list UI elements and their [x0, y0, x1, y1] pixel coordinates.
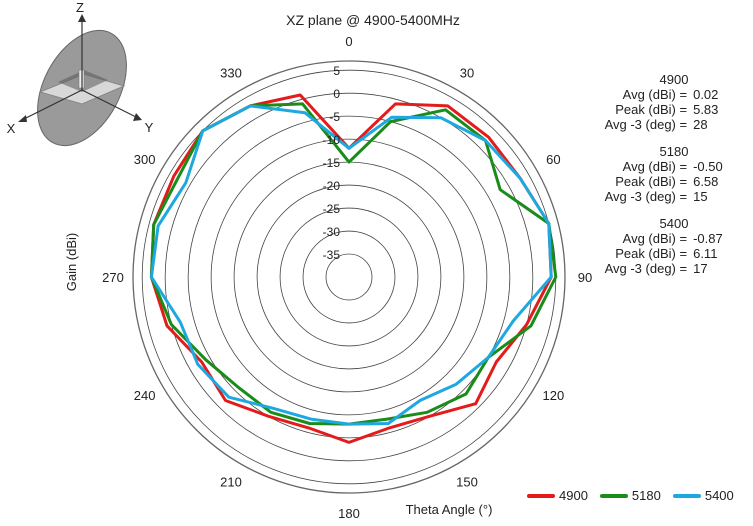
legend-swatch: [527, 493, 555, 498]
stats-avg-value: -0.50: [693, 159, 723, 174]
angle-tick-label: 300: [134, 152, 156, 167]
stats-row-bw: Avg -3 (deg) = 28: [590, 117, 730, 132]
series-line-5400: [149, 104, 553, 426]
stats-bw-value: 17: [693, 261, 708, 276]
x-axis-label: Theta Angle (°): [406, 502, 493, 517]
angle-tick-labels: 0 30 60 90 120 150 180 210 240 270 300 330: [102, 34, 592, 521]
grid-ring: [164, 92, 534, 462]
grid-ring: [256, 184, 442, 370]
radial-tick-label: -20: [323, 179, 341, 193]
stats-row-avg: Avg (dBi) = 0.02: [590, 87, 730, 102]
stats-peak-label: Peak (dBi) =: [615, 174, 688, 189]
stats-avg-label: Avg (dBi) =: [622, 159, 688, 174]
radial-tick-label: -25: [323, 202, 341, 216]
grid-outer-ring: [132, 60, 566, 494]
chart-title: XZ plane @ 4900-5400MHz: [286, 12, 460, 28]
stats-row-bw: Avg -3 (deg) = 17: [590, 261, 730, 276]
legend-swatch: [672, 493, 701, 498]
grid-ring: [141, 69, 557, 485]
polar-grid: [132, 60, 566, 494]
stats-peak-label: Peak (dBi) =: [615, 246, 688, 261]
angle-tick-label: 90: [578, 270, 592, 285]
angle-tick-label: 120: [543, 388, 565, 403]
stats-group-5180: 5180 Avg (dBi) = -0.50 Peak (dBi) = 6.58 A…: [590, 144, 730, 204]
stats-avg-value: -0.87: [693, 231, 723, 246]
legend-item-5400: 5400: [672, 488, 734, 503]
radial-tick-label: -10: [323, 133, 341, 147]
angle-tick-label: 60: [546, 152, 560, 167]
legend-label: 4900: [559, 488, 588, 503]
legend-item-5180: 5180: [599, 488, 661, 503]
stats-peak-label: Peak (dBi) =: [615, 102, 688, 117]
axis-x-label: X: [7, 121, 16, 136]
radial-tick-label: 5: [333, 64, 340, 78]
grid-ring: [279, 207, 419, 347]
legend: 4900 5180 5400: [527, 488, 746, 503]
stats-row-avg: Avg (dBi) = -0.50: [590, 159, 730, 174]
stats-bw-label: Avg -3 (deg) =: [604, 117, 688, 132]
radial-tick-label: -35: [323, 248, 341, 262]
radial-tick-label: 0: [333, 87, 340, 101]
legend-label: 5400: [704, 488, 734, 503]
stats-peak-value: 6.58: [693, 174, 719, 189]
angle-tick-label: 0: [345, 34, 352, 49]
axis-y-label: Y: [145, 120, 154, 135]
legend-item-4900: 4900: [527, 488, 588, 503]
stats-group-name: 5400: [659, 216, 689, 231]
angle-tick-label: 180: [338, 506, 360, 521]
radial-tick-label: -5: [329, 110, 340, 124]
stats-avg-label: Avg (dBi) =: [622, 87, 688, 102]
radial-tick-labels: 5 0 -5 -10 -15 -20 -25 -30 -35: [323, 64, 341, 262]
stats-bw-value: 28: [693, 117, 708, 132]
grid-ring: [325, 253, 373, 301]
stats-row-peak: Peak (dBi) = 6.11: [590, 246, 730, 261]
axis-z-label: Z: [76, 0, 84, 15]
y-axis-label: Gain (dBi): [64, 233, 79, 292]
stats-group-name: 4900: [659, 72, 689, 87]
stats-row-bw: Avg -3 (deg) = 15: [590, 189, 730, 204]
stats-group-name: 5180: [659, 144, 689, 159]
stats-panel: 4900 Avg (dBi) = 0.02 Peak (dBi) = 5.83 Av…: [590, 72, 730, 288]
legend-label: 5180: [631, 488, 661, 503]
grid-ring: [210, 138, 488, 416]
stats-bw-value: 15: [693, 189, 708, 204]
stats-row-avg: Avg (dBi) = -0.87: [590, 231, 730, 246]
angle-tick-label: 30: [460, 66, 474, 81]
stats-row-peak: Peak (dBi) = 6.58: [590, 174, 730, 189]
axes-orientation-icon: Z X Y: [7, 0, 154, 147]
angle-tick-label: 240: [134, 388, 156, 403]
stats-group-5400: 5400 Avg (dBi) = -0.87 Peak (dBi) = 6.11 A…: [590, 216, 730, 276]
grid-ring: [302, 230, 396, 324]
stats-bw-label: Avg -3 (deg) =: [604, 261, 688, 276]
stats-row-peak: Peak (dBi) = 5.83: [590, 102, 730, 117]
angle-tick-label: 330: [220, 66, 242, 81]
grid-ring: [233, 161, 465, 393]
radial-tick-label: -15: [323, 156, 341, 170]
angle-tick-label: 210: [220, 474, 242, 489]
stats-bw-label: Avg -3 (deg) =: [604, 189, 688, 204]
radial-tick-label: -30: [323, 225, 341, 239]
angle-tick-label: 150: [456, 474, 478, 489]
stats-avg-label: Avg (dBi) =: [622, 231, 688, 246]
grid-ring: [187, 115, 511, 439]
stats-group-4900: 4900 Avg (dBi) = 0.02 Peak (dBi) = 5.83 Av…: [590, 72, 730, 132]
series-group: [149, 93, 558, 444]
stats-peak-value: 6.11: [693, 246, 718, 261]
legend-swatch: [599, 493, 628, 498]
angle-tick-label: 270: [102, 270, 124, 285]
stats-avg-value: 0.02: [693, 87, 719, 102]
stats-peak-value: 5.83: [693, 102, 719, 117]
